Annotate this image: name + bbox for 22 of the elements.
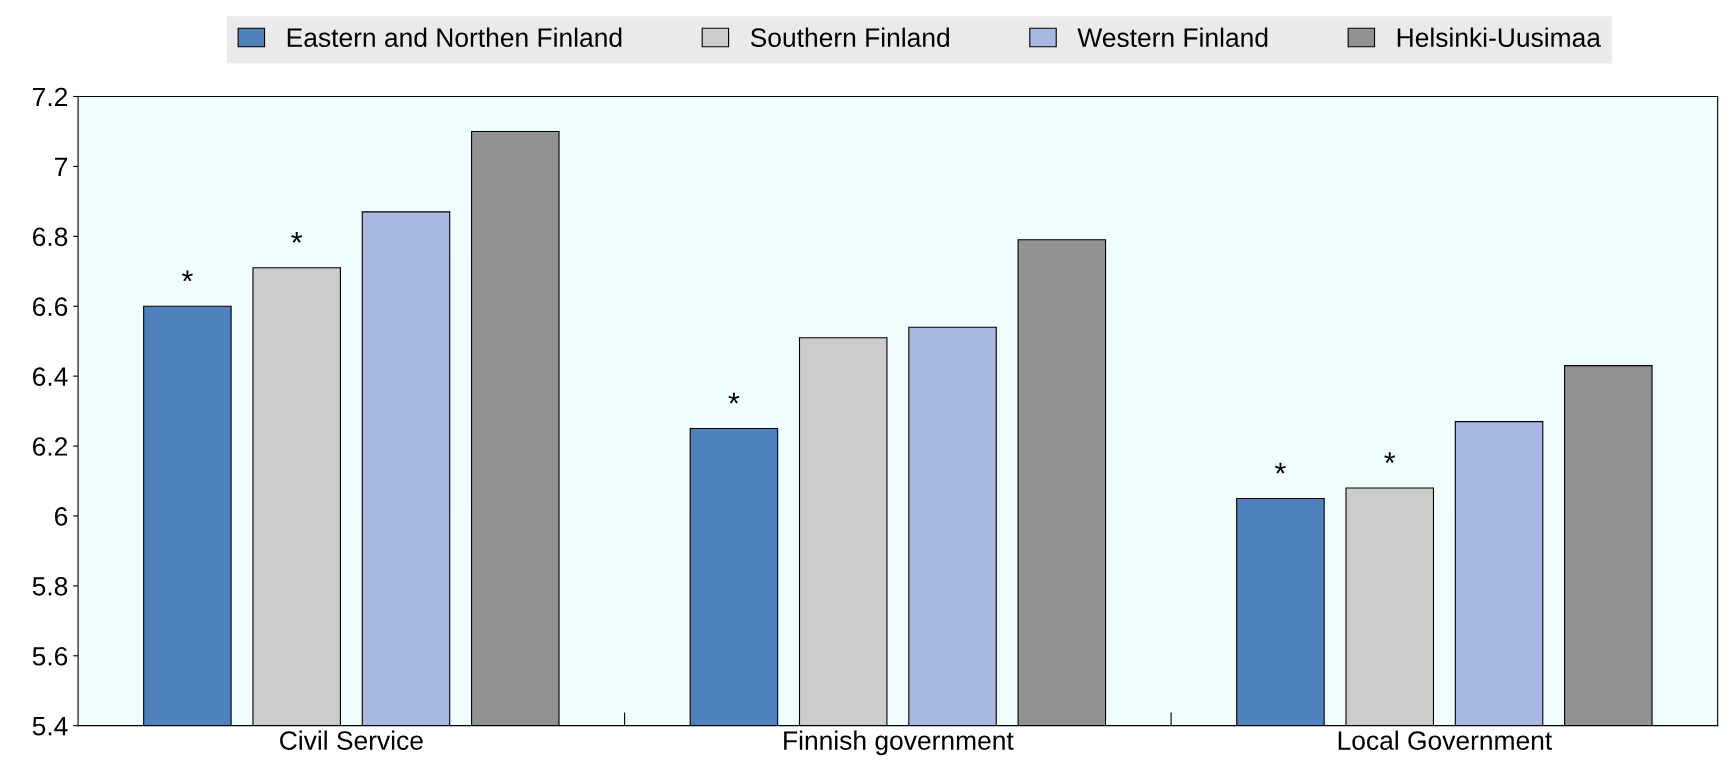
y-tick-label: 7 <box>55 157 68 176</box>
y-tick-label: 5.4 <box>32 717 68 736</box>
x-tick-label: Civil Service <box>280 730 423 750</box>
legend-label: Western Finland <box>1077 27 1268 47</box>
y-tick-label: 6.8 <box>33 227 68 247</box>
data-label: * <box>1384 452 1396 464</box>
y-tick-label: 6.6 <box>33 297 68 317</box>
legend-label: Eastern and Northen Finland <box>287 27 622 47</box>
legend-label: Southern Finland <box>750 27 949 47</box>
x-tick-label: Finnish government <box>784 730 1014 756</box>
data-label: * <box>181 270 193 282</box>
y-tick-label: 6 <box>55 507 68 526</box>
y-tick-label: 6.4 <box>33 367 68 386</box>
data-label: * <box>291 232 303 243</box>
y-tick-label: 6.2 <box>33 437 68 456</box>
legend-label: Helsinki-Uusimaa <box>1397 27 1601 47</box>
y-tick-label: 5.8 <box>32 577 68 596</box>
data-label: * <box>728 392 740 404</box>
data-label: * <box>1274 462 1286 474</box>
x-tick-label: Local Government <box>1338 730 1553 750</box>
y-tick-label: 5.6 <box>32 646 68 666</box>
y-tick-label: 7.2 <box>33 87 68 107</box>
